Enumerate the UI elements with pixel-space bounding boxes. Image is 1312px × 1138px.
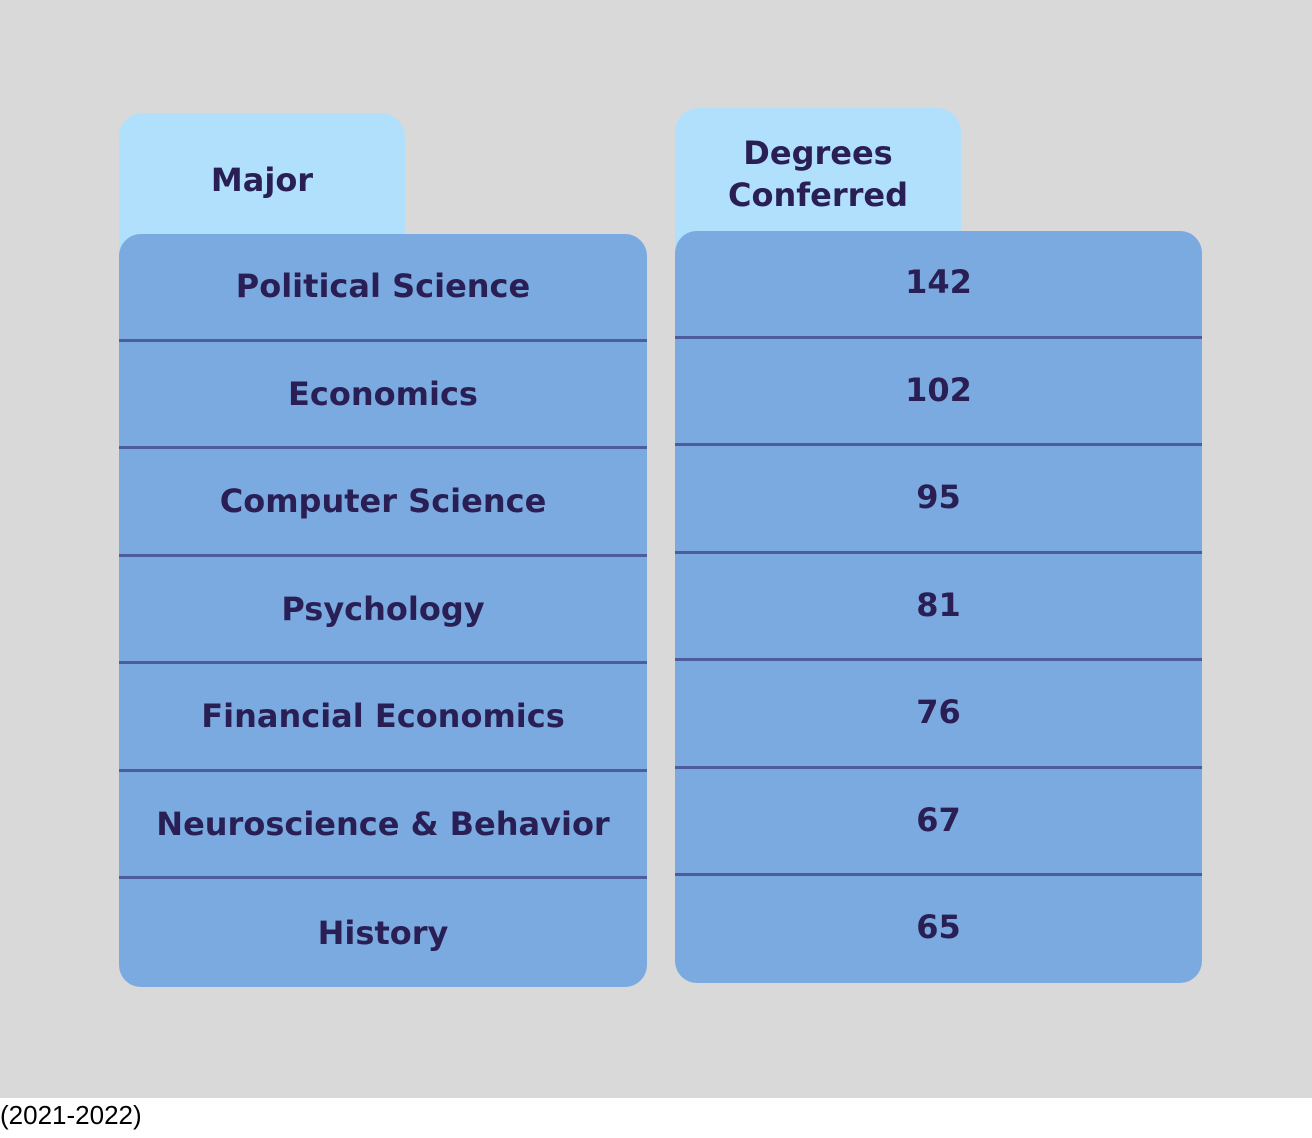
degrees-cell: 67 <box>675 769 1202 876</box>
major-cell: Computer Science <box>119 449 647 557</box>
major-cell: Psychology <box>119 557 647 664</box>
degrees-cell: 95 <box>675 446 1202 554</box>
header-major: Major <box>119 113 405 253</box>
table-canvas: Major Degrees Conferred Political Scienc… <box>0 0 1312 1098</box>
major-cell: Economics <box>119 342 647 449</box>
major-column: Political Science Economics Computer Scien… <box>119 234 647 987</box>
degrees-cell: 102 <box>675 339 1202 446</box>
degrees-column: 142 102 95 81 76 67 65 <box>675 231 1202 983</box>
caption: (2021-2022) <box>0 1100 142 1130</box>
degrees-cell: 142 <box>675 231 1202 339</box>
major-cell: Political Science <box>119 234 647 342</box>
major-cell: Financial Economics <box>119 664 647 772</box>
header-degrees-label: Degrees Conferred <box>727 134 909 214</box>
major-cell: Neuroscience & Behavior <box>119 772 647 879</box>
degrees-cell: 65 <box>916 908 961 946</box>
degrees-cell: 76 <box>675 661 1202 769</box>
degrees-cell: 81 <box>675 554 1202 661</box>
major-cell: History <box>317 913 449 952</box>
header-degrees: Degrees Conferred <box>675 108 961 248</box>
header-major-label: Major <box>210 161 314 199</box>
